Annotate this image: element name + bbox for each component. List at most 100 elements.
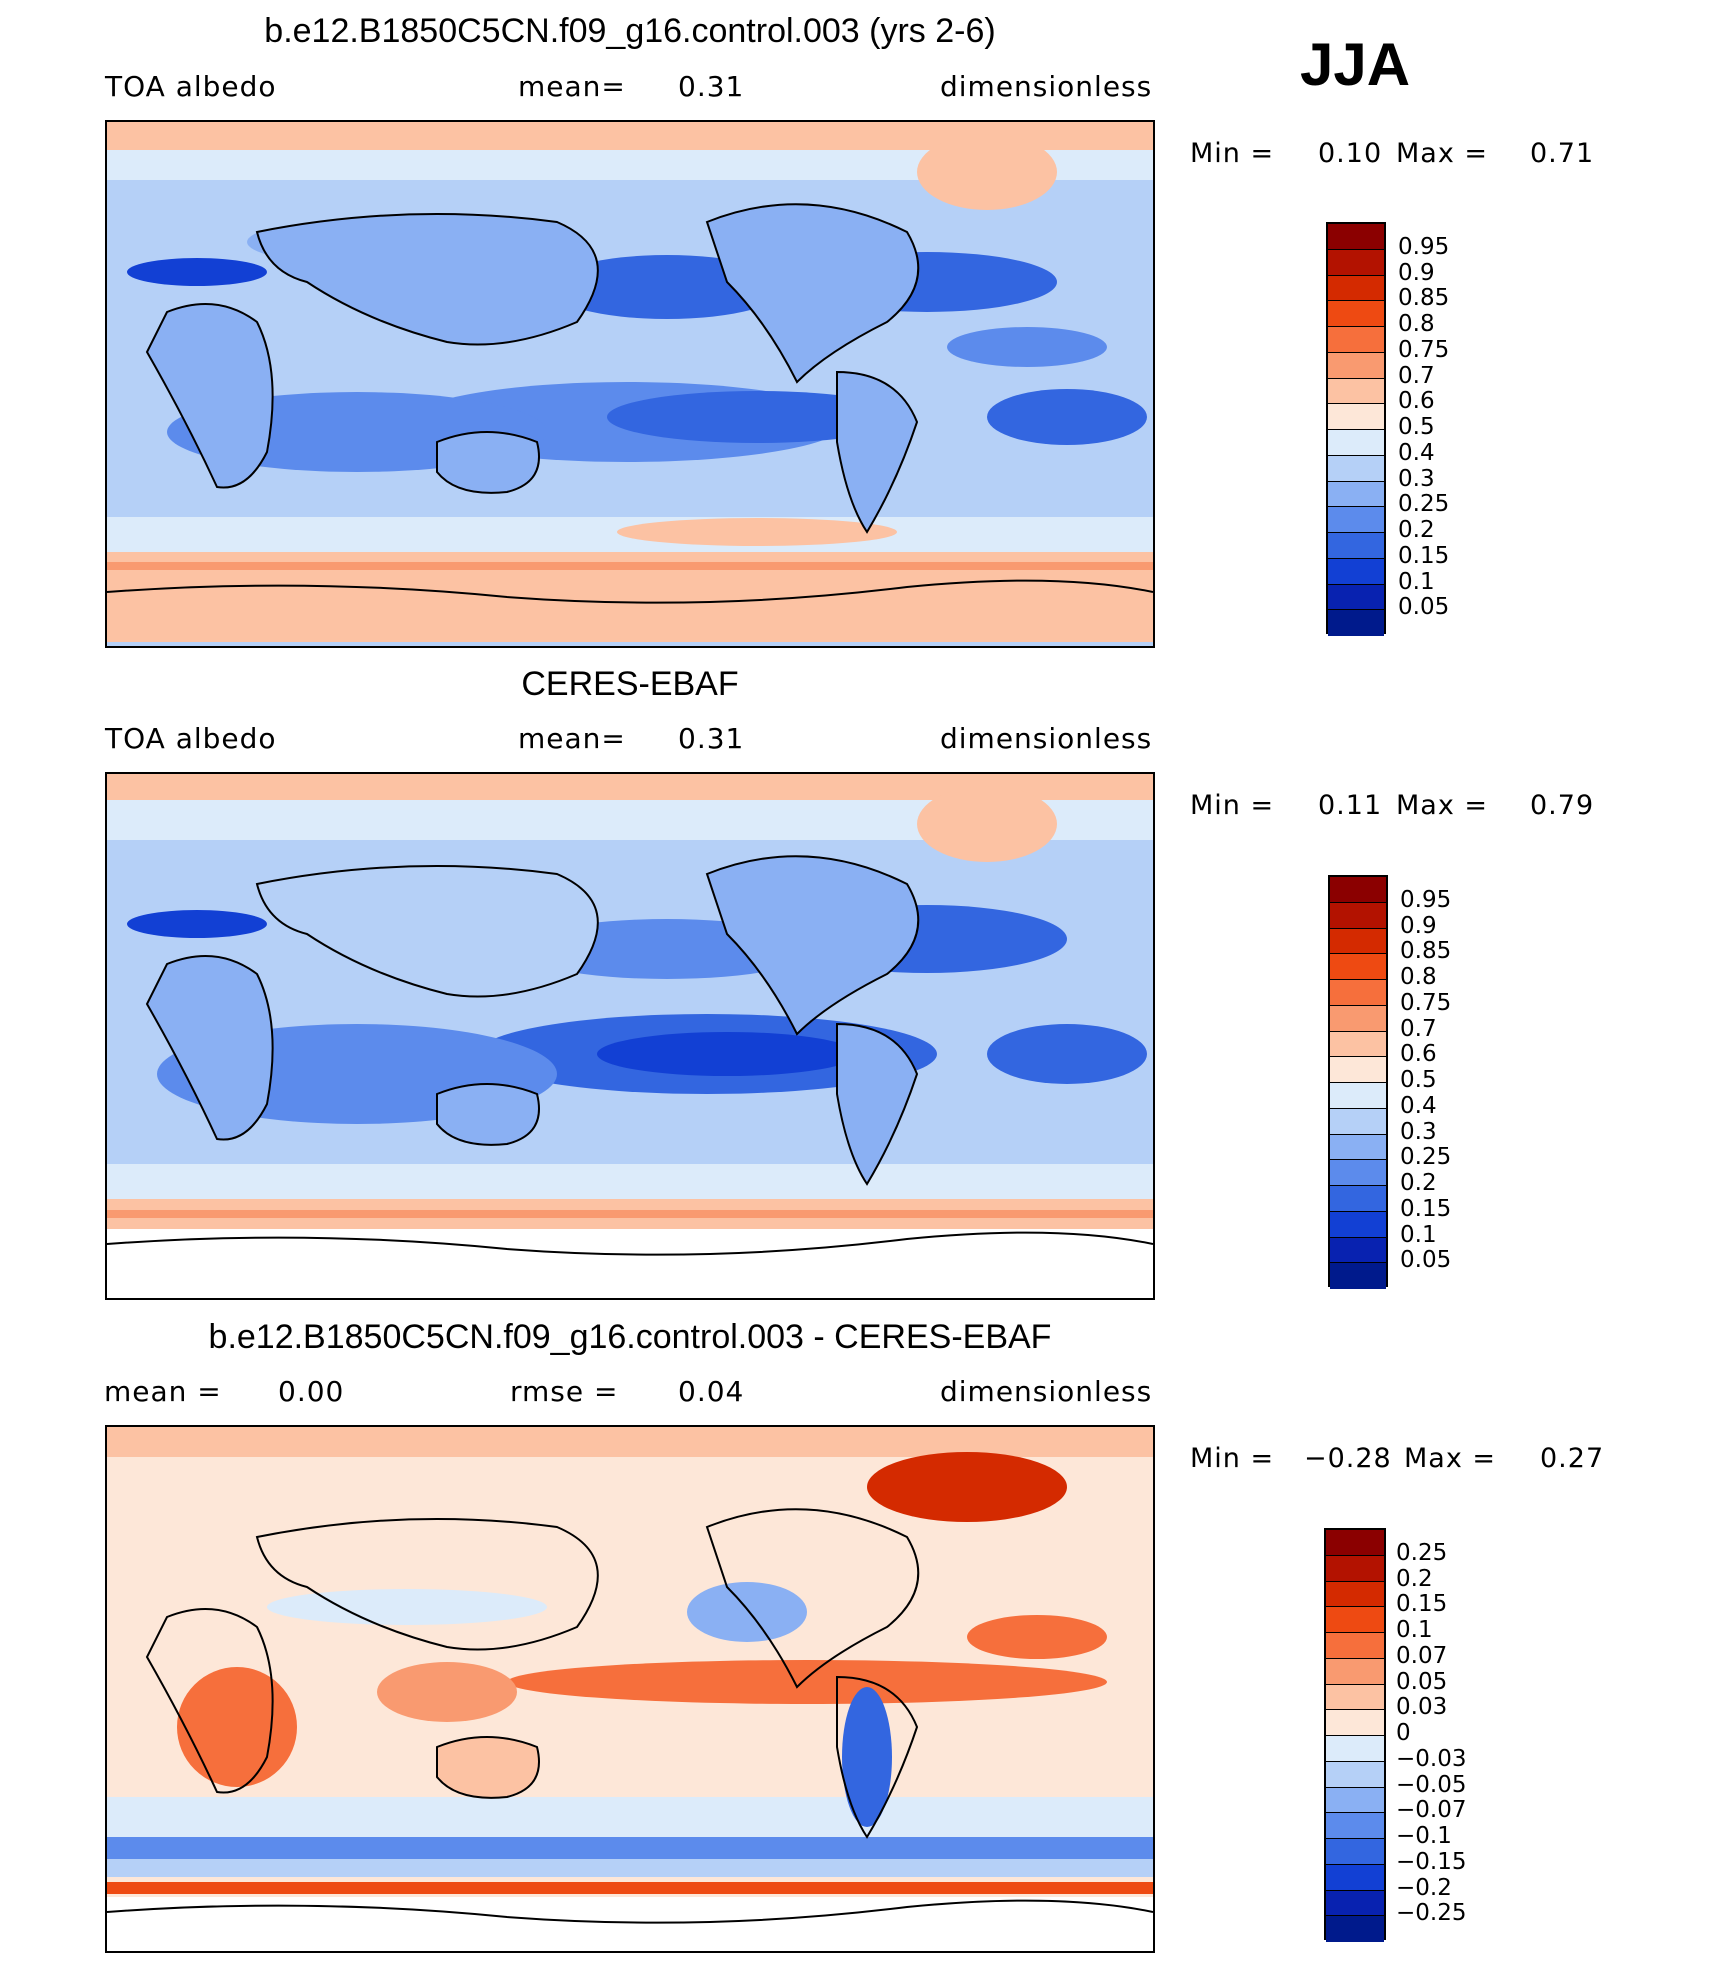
colorbar-tick-label: 0.5 [1398,414,1435,440]
colorbar-tick-label: −0.05 [1396,1771,1467,1798]
colorbar-tick-label: 0.15 [1398,542,1450,569]
colorbar-swatch [1328,352,1384,379]
colorbar-tick-label: 0.6 [1400,1041,1437,1068]
colorbar-swatch [1328,584,1384,611]
colorbar-tick-label: 0.25 [1398,491,1450,518]
panel-1-mean-value: 0.31 [678,70,745,103]
colorbar-tick-label: 0.4 [1398,439,1435,466]
panel-2-variable-label: TOA albedo [105,722,277,755]
colorbar-swatch [1330,1057,1386,1083]
season-label: JJA [1300,31,1411,98]
panel-2-max-value: 0.79 [1530,790,1595,821]
colorbar-tick-label: 0.15 [1396,1591,1448,1618]
colorbar-tick-label: 0.8 [1398,311,1435,337]
colorbar-tick-label: 0.3 [1398,465,1435,492]
colorbar-swatch [1326,1710,1384,1736]
panel-3-rmse-value: 0.04 [678,1375,745,1408]
colorbar-tick-label: 0.95 [1398,233,1450,260]
colorbar-tick-label: 0.03 [1396,1694,1448,1721]
colorbar-tick-label: 0.6 [1398,388,1435,415]
panel-2-title: CERES-EBAF [521,665,739,703]
panel-1-min-label: Min = [1190,138,1275,169]
colorbar-swatch [1326,1633,1384,1659]
panel-3-mean-value: 0.00 [278,1375,345,1408]
colorbar-tick-label: 0.05 [1396,1668,1448,1695]
colorbar-tick-label: 0.85 [1400,938,1452,965]
colorbar-swatch [1328,275,1384,302]
colorbar-swatch [1330,877,1386,903]
colorbar-tick-label: 0.9 [1398,259,1435,286]
colorbar-tick-label: 0.1 [1396,1617,1433,1643]
colorbar-swatch [1326,1761,1384,1788]
colorbar-tick-label: 0.25 [1396,1539,1448,1566]
panel-2-mean-label: mean= [518,722,626,755]
colorbar-swatch [1328,224,1384,250]
colorbar-swatch [1330,1160,1386,1186]
panel-1-min-value: 0.10 [1318,138,1383,169]
colorbar-tick-label: 0.07 [1396,1642,1448,1669]
colorbar-swatch [1326,1658,1384,1685]
colorbar-tick-label: 0.95 [1400,886,1452,913]
colorbar-swatch [1326,1530,1384,1556]
colorbar-swatch [1330,928,1386,955]
colorbar-swatch [1328,301,1384,327]
colorbar-swatch [1328,507,1384,533]
colorbar-swatch [1326,1839,1384,1865]
colorbar-tick-label: 0.2 [1400,1170,1437,1196]
panel-3-min-value: −0.28 [1304,1443,1392,1474]
colorbar-swatch [1326,1684,1384,1711]
colorbar-swatch [1328,533,1384,559]
colorbar-swatch [1330,1134,1386,1161]
colorbar-tick-label: 0.1 [1398,568,1435,595]
colorbar-tick-label: 0.85 [1398,285,1450,312]
panel-3-colorbar [1324,1528,1386,1942]
panel-1-title: b.e12.B1850C5CN.f09_g16.control.003 (yrs… [264,12,996,50]
colorbar-tick-label: −0.25 [1396,1900,1467,1927]
colorbar-tick-label: 0.2 [1398,517,1435,543]
colorbar-tick-label: −0.07 [1396,1797,1467,1824]
colorbar-tick-label: 0.4 [1400,1092,1437,1119]
colorbar-tick-label: 0.7 [1398,362,1435,389]
panel-2-colorbar [1328,875,1388,1289]
panel-2-min-value: 0.11 [1318,790,1383,821]
colorbar-swatch [1328,404,1384,430]
panel-3-max-value: 0.27 [1540,1443,1605,1474]
colorbar-swatch [1328,327,1384,353]
colorbar-tick-label: −0.15 [1396,1848,1467,1875]
colorbar-swatch [1330,980,1386,1006]
colorbar-swatch [1326,1890,1384,1917]
colorbar-swatch [1328,455,1384,482]
panel-2-min-label: Min = [1190,790,1275,821]
colorbar-tick-label: 0.2 [1396,1565,1433,1592]
colorbar-swatch [1328,481,1384,508]
colorbar-swatch [1328,378,1384,405]
colorbar-tick-label: 0 [1396,1720,1411,1746]
colorbar-tick-label: 0.9 [1400,912,1437,939]
colorbar-swatch [1326,1581,1384,1608]
colorbar-swatch [1326,1736,1384,1762]
colorbar-swatch [1330,1211,1386,1238]
colorbar-swatch [1330,1031,1386,1058]
colorbar-swatch [1326,1787,1384,1814]
panel-3-map-plot [107,1427,1153,1951]
colorbar-tick-label: 0.05 [1398,594,1450,621]
colorbar-swatch [1326,1864,1384,1891]
panel-3-min-label: Min = [1190,1443,1275,1474]
colorbar-tick-label: 0.3 [1400,1118,1437,1145]
colorbar-swatch [1330,954,1386,980]
colorbar-swatch [1328,610,1384,636]
colorbar-swatch [1330,1005,1386,1032]
colorbar-tick-label: 0.1 [1400,1221,1437,1248]
panel-3-rmse-label: rmse = [510,1375,619,1408]
colorbar-swatch [1326,1813,1384,1839]
colorbar-tick-label: 0.75 [1400,989,1452,1016]
panel-1-colorbar [1326,222,1386,636]
colorbar-swatch [1330,902,1386,929]
panel-1-map [105,120,1155,648]
colorbar-tick-label: 0.05 [1400,1247,1452,1274]
panel-1-max-value: 0.71 [1530,138,1595,169]
colorbar-tick-label: 0.75 [1398,336,1450,363]
panel-3-title: b.e12.B1850C5CN.f09_g16.control.003 - CE… [208,1318,1052,1356]
colorbar-swatch [1328,430,1384,456]
colorbar-swatch [1326,1555,1384,1582]
